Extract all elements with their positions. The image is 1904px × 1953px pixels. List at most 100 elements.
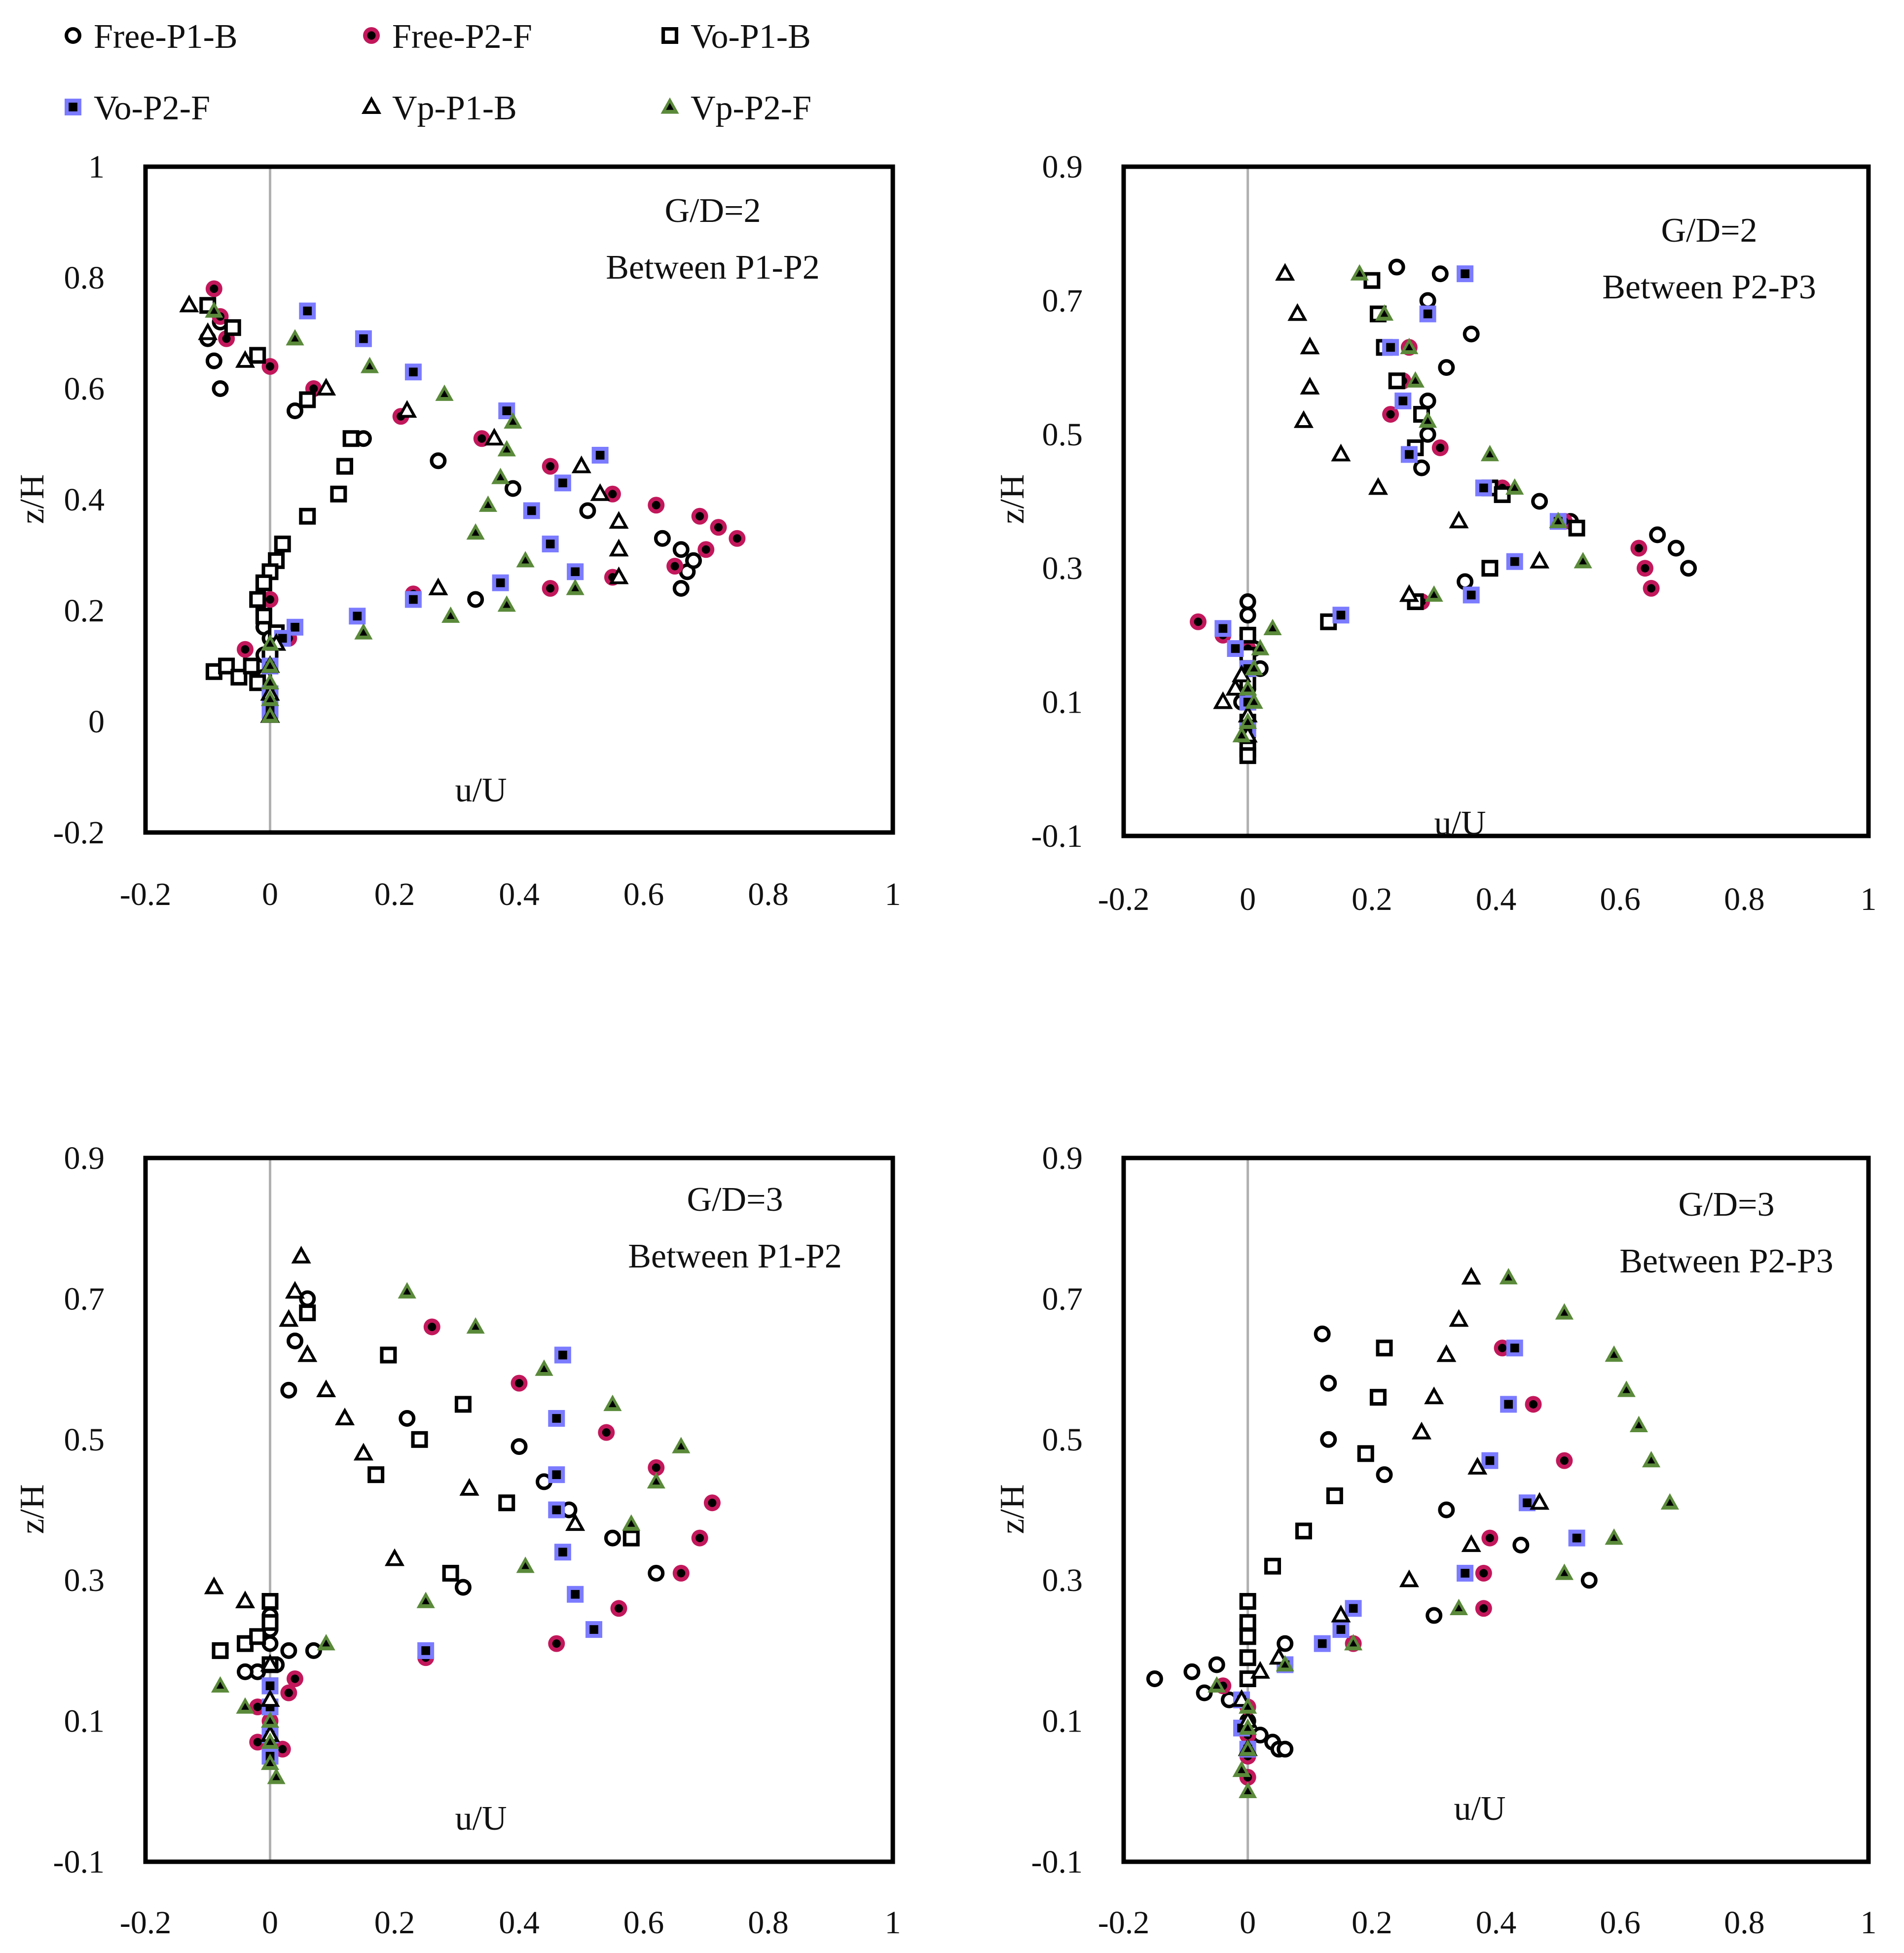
legend-marker-vo-p1-b xyxy=(661,27,678,44)
data-point xyxy=(609,511,629,529)
data-point xyxy=(1239,1697,1257,1714)
data-point xyxy=(205,352,222,369)
data-point xyxy=(297,1344,318,1362)
legend-label: Vp-P2-F xyxy=(691,89,811,127)
data-point xyxy=(622,1514,641,1531)
data-point xyxy=(1293,410,1314,428)
data-point xyxy=(1531,493,1548,510)
series-vp-p2-f xyxy=(1208,1268,1679,1798)
data-point xyxy=(299,507,316,525)
y-tick-label: 0.9 xyxy=(64,1140,105,1176)
data-point xyxy=(1512,1536,1530,1554)
data-point xyxy=(299,302,316,320)
data-point xyxy=(511,1374,528,1392)
data-point xyxy=(1357,1445,1374,1462)
series-vp-p2-f xyxy=(205,301,585,723)
data-point xyxy=(1320,1431,1337,1448)
y-tick-label: 0.7 xyxy=(1042,1281,1083,1317)
data-point xyxy=(703,1494,721,1512)
x-tick-label: 0.6 xyxy=(623,876,664,912)
data-point xyxy=(1556,1452,1573,1469)
data-point xyxy=(516,551,535,568)
data-point xyxy=(286,329,304,346)
data-point xyxy=(287,402,304,420)
data-point xyxy=(249,347,266,364)
data-point xyxy=(590,483,610,501)
data-point xyxy=(1449,1309,1469,1327)
data-point xyxy=(647,1472,665,1489)
data-point xyxy=(330,485,347,503)
data-point xyxy=(261,1593,279,1610)
data-point xyxy=(610,1600,627,1617)
data-point xyxy=(1251,639,1270,655)
data-point xyxy=(523,502,540,519)
data-point xyxy=(1375,304,1394,321)
data-point xyxy=(1630,540,1648,557)
y-tick-label: 0.7 xyxy=(1042,283,1083,319)
data-point xyxy=(542,536,559,552)
series-free-p2-f xyxy=(205,280,746,675)
data-point xyxy=(1457,1564,1474,1582)
data-point xyxy=(548,1410,565,1427)
data-point xyxy=(1369,1389,1387,1406)
data-point xyxy=(497,440,516,457)
data-point xyxy=(1239,1593,1256,1610)
data-point xyxy=(279,1309,299,1327)
data-point xyxy=(1245,692,1263,709)
y-tick-label: 0.4 xyxy=(64,482,105,518)
data-point xyxy=(586,1621,602,1638)
data-point xyxy=(1275,263,1295,281)
data-point xyxy=(1232,725,1251,743)
data-point xyxy=(255,608,272,625)
series-vp-p2-f xyxy=(211,1282,691,1784)
legend-item-vp-p2-f: Vp-P2-F xyxy=(660,89,811,127)
data-point xyxy=(417,1642,435,1659)
data-point xyxy=(1481,560,1499,577)
data-point xyxy=(1300,336,1320,355)
x-tick-label: 0.4 xyxy=(1476,1905,1517,1941)
data-point xyxy=(285,1281,305,1299)
data-point xyxy=(1332,607,1350,624)
data-point xyxy=(1399,584,1419,602)
data-point xyxy=(260,656,280,673)
y-tick-label: 1 xyxy=(88,149,105,185)
data-point xyxy=(1605,1345,1623,1362)
data-point xyxy=(1637,560,1653,577)
data-point xyxy=(554,1544,571,1561)
x-tick-label: 0 xyxy=(262,1905,278,1941)
data-point xyxy=(243,657,260,675)
data-point xyxy=(648,1459,665,1476)
data-point xyxy=(566,579,585,595)
data-point xyxy=(299,391,316,408)
data-point xyxy=(1382,406,1399,423)
data-point xyxy=(672,1564,690,1582)
data-point xyxy=(299,1304,316,1321)
x-tick-label: 0.8 xyxy=(748,876,789,912)
data-point xyxy=(1326,1487,1343,1504)
data-point xyxy=(441,606,460,623)
y-tick-label: -0.2 xyxy=(53,815,105,851)
x-tick-label: 0.4 xyxy=(499,1905,540,1941)
data-point xyxy=(353,1443,373,1461)
data-point xyxy=(287,1670,303,1687)
panel-subtitle: Between P2-P3 xyxy=(1619,1242,1833,1280)
data-point xyxy=(1214,620,1232,637)
data-point xyxy=(280,1684,297,1701)
data-point xyxy=(1239,1628,1256,1645)
data-point xyxy=(211,1676,230,1693)
data-point xyxy=(672,579,690,597)
data-point xyxy=(1146,1670,1163,1687)
y-axis-label: z/H xyxy=(13,1484,51,1534)
data-point xyxy=(1190,613,1207,630)
data-point xyxy=(1449,1598,1468,1615)
panel-subtitle: Between P1-P2 xyxy=(628,1237,842,1275)
data-point xyxy=(1605,1528,1623,1545)
data-point xyxy=(571,455,591,473)
data-point xyxy=(691,1529,708,1547)
data-point xyxy=(1399,1569,1419,1588)
data-point xyxy=(1239,1718,1257,1735)
data-point xyxy=(542,580,559,597)
x-tick-label: 0 xyxy=(1240,1905,1256,1941)
y-tick-label: 0.5 xyxy=(64,1422,105,1458)
